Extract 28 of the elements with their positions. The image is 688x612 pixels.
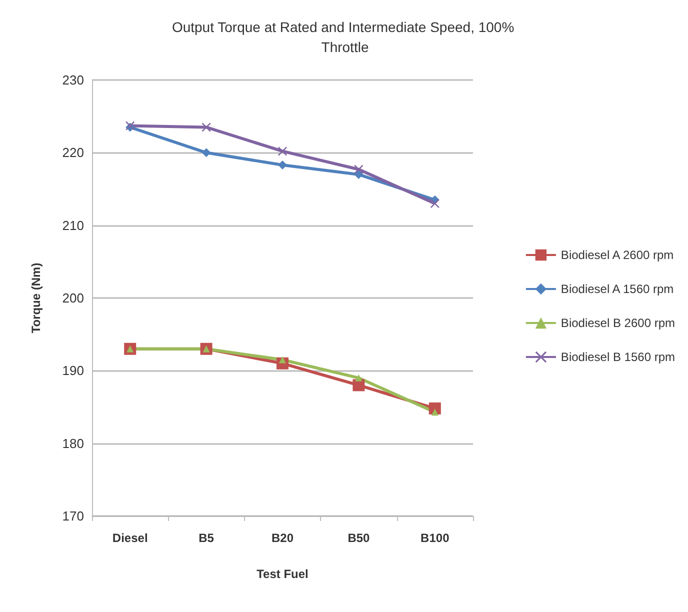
point [431,408,438,416]
y-tick-label: 220 [62,145,84,160]
y-axis-title: Torque (Nm) [29,262,43,334]
x-tick-label: B50 [348,531,370,545]
x-tick-label: B100 [420,531,450,545]
point [278,146,287,156]
point [202,148,211,158]
legend-label: Biodiesel A 1560 rpm [560,282,674,296]
y-tick-label: 210 [62,218,84,233]
point [354,164,364,174]
y-tick-label: 190 [62,363,84,378]
x-tick-label: B20 [271,531,294,545]
legend-label: Biodiesel A 2600 rpm [560,248,674,262]
y-tick-label: 230 [62,72,84,88]
point [354,170,364,179]
y-tick-label: 180 [62,436,84,451]
legend-label: Biodiesel B 2600 rpm [560,316,676,330]
x-axis-title: Test Fuel [256,567,308,581]
point [355,374,362,382]
point [430,199,440,208]
y-tick-label: 170 [62,508,84,524]
legend-label: Biodiesel B 1560 rpm [560,350,676,364]
point [278,160,287,170]
chart-title: Output Torque at Rated and Intermediate Speed, 100% Throttle [172,19,518,55]
point [352,379,365,392]
y-tick-label: 200 [62,290,84,306]
x-tick-label: B5 [198,531,214,545]
x-tick-label: Diesel [112,531,148,545]
